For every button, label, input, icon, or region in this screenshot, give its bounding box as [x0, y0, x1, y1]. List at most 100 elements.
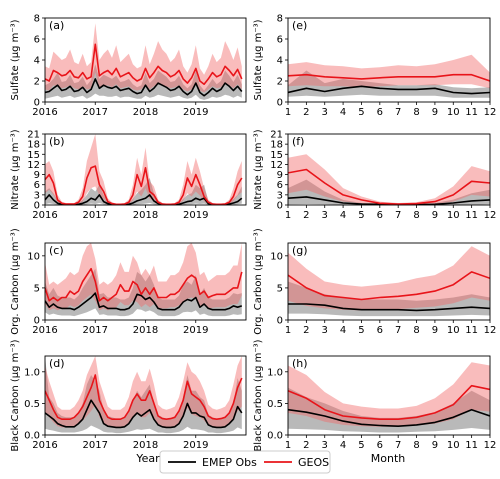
- y-axis-label: Sulfate (μg m⁻³): [10, 19, 21, 100]
- x-tick-label: 5: [358, 440, 364, 451]
- x-tick-label: 2018: [133, 440, 158, 451]
- x-tick-label: 2019: [183, 325, 208, 336]
- y-tick-label: 8: [277, 14, 283, 25]
- x-tick-label: 2017: [83, 325, 108, 336]
- plot-area: [288, 154, 490, 205]
- y-tick-label: 15: [270, 150, 283, 161]
- panel-h: 0.00.51.01 2 3 4 5 6 7 8 9 10 11 12(h)Black Carbon …: [253, 339, 496, 451]
- y-axis-label: Org. Carbon (μg m⁻³): [253, 228, 264, 335]
- series-line-geos: [288, 73, 490, 82]
- series-line-obs: [45, 194, 243, 205]
- x-tick-label: 11: [465, 210, 478, 221]
- x-tick-label: 2019: [183, 210, 208, 221]
- band-geos: [45, 243, 242, 311]
- y-tick-label: 6: [34, 35, 40, 46]
- x-tick-label: 3: [322, 440, 328, 451]
- y-tick-label: 3: [277, 190, 283, 201]
- x-tick-label: 4: [340, 440, 346, 451]
- y-tick-label: 10: [270, 251, 283, 262]
- x-tick-label: 10: [447, 210, 460, 221]
- x-tick-label: 8: [413, 210, 419, 221]
- y-tick-label: 1.0: [267, 367, 283, 378]
- y-tick-label: 0.0: [267, 431, 283, 442]
- y-tick-label: 1.0: [24, 367, 40, 378]
- series-line-geos: [45, 267, 243, 302]
- series-line-obs: [288, 408, 490, 428]
- x-tick-label: 6: [377, 210, 383, 221]
- y-tick-label: 9: [277, 170, 283, 181]
- x-tick-label: 11: [465, 325, 478, 336]
- x-tick-label: 7: [395, 325, 401, 336]
- x-tick-label: 2: [303, 210, 309, 221]
- y-tick-label: 0.0: [24, 431, 40, 442]
- y-tick-label: 3: [34, 190, 40, 201]
- band-obs: [45, 178, 242, 205]
- y-tick-label: 12: [27, 160, 40, 171]
- x-tick-label: 12: [484, 325, 497, 336]
- band-geos: [45, 134, 242, 205]
- y-axis-label: Sulfate (μg m⁻³): [253, 19, 264, 100]
- x-tick-label: 9: [432, 440, 438, 451]
- x-tick-label: 2018: [133, 325, 158, 336]
- y-tick-label: 0: [277, 98, 283, 109]
- y-tick-label: 0: [34, 316, 40, 327]
- y-tick-label: 0: [277, 201, 283, 212]
- y-axis-label: Black Carbon (μg m⁻³): [10, 339, 21, 451]
- x-tick-label: 3: [322, 107, 328, 118]
- plot-area: [288, 362, 490, 433]
- x-tick-label: 6: [377, 107, 383, 118]
- y-tick-label: 21: [270, 130, 283, 141]
- series-line-obs: [45, 78, 243, 97]
- series-line-geos: [45, 43, 243, 85]
- band-obs: [288, 70, 490, 98]
- x-tick-label: 2019: [183, 107, 208, 118]
- x-tick-label: 9: [432, 107, 438, 118]
- x-tick-label: 2018: [133, 107, 158, 118]
- panel-label: (h): [292, 357, 308, 370]
- y-tick-label: 6: [277, 180, 283, 191]
- x-tick-label: 6: [377, 325, 383, 336]
- series-line-geos: [45, 165, 243, 205]
- y-tick-label: 0: [34, 98, 40, 109]
- plot-area: [288, 54, 490, 98]
- band-obs: [45, 356, 242, 434]
- x-tick-label: 6: [377, 440, 383, 451]
- series-line-obs: [288, 303, 490, 312]
- x-tick-label: 11: [465, 107, 478, 118]
- band-geos: [288, 54, 490, 89]
- band-geos: [45, 23, 242, 93]
- axes-frame: [287, 133, 491, 206]
- plot-area: [45, 23, 243, 100]
- y-tick-label: 6: [34, 180, 40, 191]
- x-tick-label: 7: [395, 210, 401, 221]
- x-tick-label: 8: [413, 107, 419, 118]
- y-tick-label: 2: [34, 77, 40, 88]
- x-tick-label: 4: [340, 107, 346, 118]
- x-tick-label: 2016: [32, 107, 57, 118]
- plot-area: [45, 243, 243, 317]
- y-tick-label: 9: [34, 170, 40, 181]
- y-tick-label: 10: [27, 251, 40, 262]
- x-tick-label: 10: [447, 325, 460, 336]
- band-geos: [288, 246, 490, 311]
- y-tick-label: 5: [34, 283, 40, 294]
- axes-frame: [287, 355, 491, 436]
- x-tick-label: 1: [285, 210, 291, 221]
- y-tick-label: 6: [277, 35, 283, 46]
- band-obs: [288, 179, 490, 205]
- series-line-geos: [288, 384, 490, 421]
- x-tick-label: 1: [285, 107, 291, 118]
- panel-c: 0 5 10 2016 2017 2018 2019 (c) Org. Carbon (μg m…: [10, 228, 247, 336]
- legend-box: [159, 450, 331, 474]
- x-tick-label: 1: [285, 325, 291, 336]
- x-tick-label: 2017: [83, 107, 108, 118]
- y-tick-label: 0.5: [24, 399, 40, 410]
- axes-frame: [287, 242, 491, 321]
- x-tick-label: 5: [358, 325, 364, 336]
- y-tick-label: 15: [27, 150, 40, 161]
- plot-area: [45, 134, 243, 205]
- x-tick-label: 2: [303, 440, 309, 451]
- band-geos: [45, 356, 242, 428]
